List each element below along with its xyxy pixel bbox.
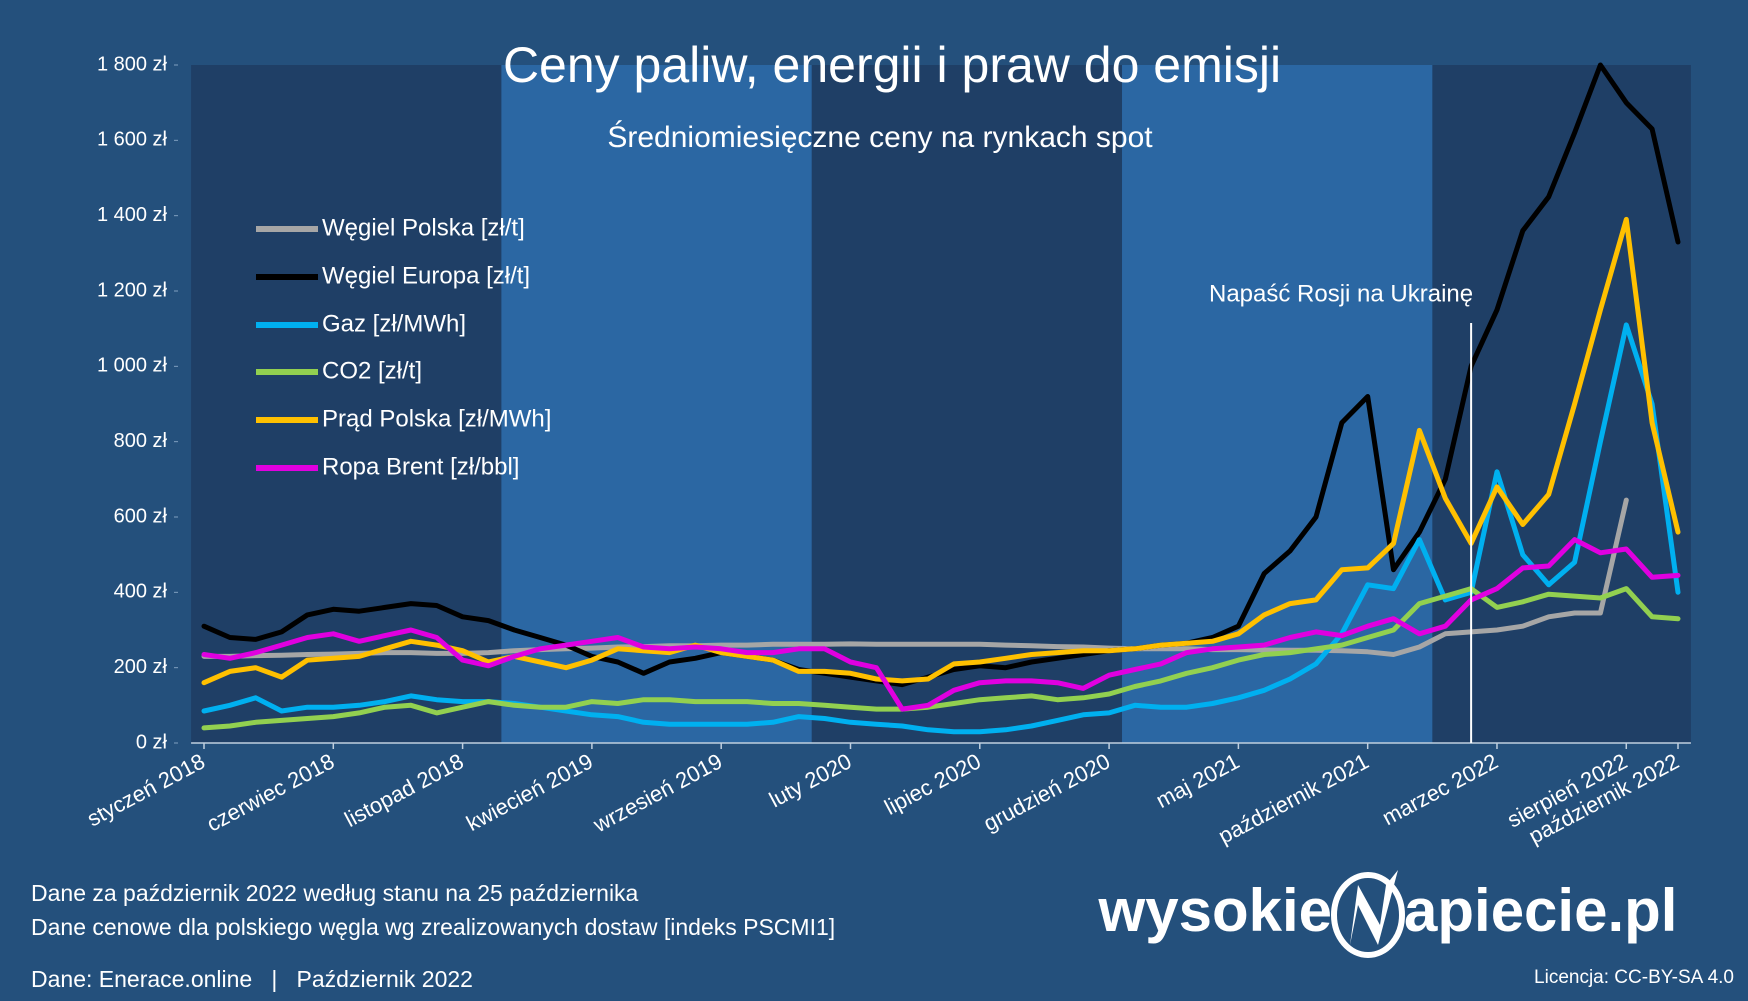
series-line <box>201 537 1681 712</box>
legend-label: Ropa Brent [zł/bbl] <box>322 453 519 480</box>
logo-icon <box>1331 870 1405 958</box>
logo-bolt <box>1350 870 1398 945</box>
logo-text: apiecie.pl <box>1404 877 1677 944</box>
y-tick-label: 1 400 zł <box>97 204 168 226</box>
legend-label: CO2 [zł/t] <box>322 357 422 384</box>
year-band <box>1122 65 1433 743</box>
legend-label: Prąd Polska [zł/MWh] <box>322 405 551 432</box>
note: Dane cenowe dla polskiego węgla wg zreal… <box>31 914 835 940</box>
note: Dane za październik 2022 według stanu na… <box>31 880 639 906</box>
legend-label: Węgiel Europa [zł/t] <box>322 262 530 289</box>
year-band <box>501 65 812 743</box>
logo-ring <box>1331 872 1405 958</box>
y-tick-label: 0 zł <box>136 731 168 753</box>
y-tick-label: 800 zł <box>114 430 168 452</box>
y-tick-label: 400 zł <box>114 581 168 603</box>
y-tick-label: 1 200 zł <box>97 279 168 301</box>
annotation-text: Napaść Rosji na Ukrainę <box>1209 280 1473 307</box>
legend-label: Gaz [zł/MWh] <box>322 310 466 337</box>
source: Dane: Enerace.online | Październik 2022 <box>31 966 473 992</box>
y-tick-label: 1 000 zł <box>97 355 168 377</box>
chart-title: Ceny paliw, energii i praw do emisji <box>503 37 1281 93</box>
series-line <box>201 497 1629 659</box>
series-line <box>201 322 1681 735</box>
series-line <box>201 586 1681 731</box>
logo-text: wysokie <box>1098 877 1332 944</box>
y-tick-label: 1 800 zł <box>97 53 168 75</box>
y-tick-label: 200 zł <box>114 656 168 678</box>
y-tick-label: 1 600 zł <box>97 129 168 151</box>
license: Licencja: CC-BY-SA 4.0 <box>1534 967 1734 988</box>
legend-label: Węgiel Polska [zł/t] <box>322 214 525 241</box>
chart-subtitle: Średniomiesięczne ceny na rynkach spot <box>607 120 1153 154</box>
y-tick-label: 600 zł <box>114 505 168 527</box>
plot-area <box>201 62 1681 735</box>
